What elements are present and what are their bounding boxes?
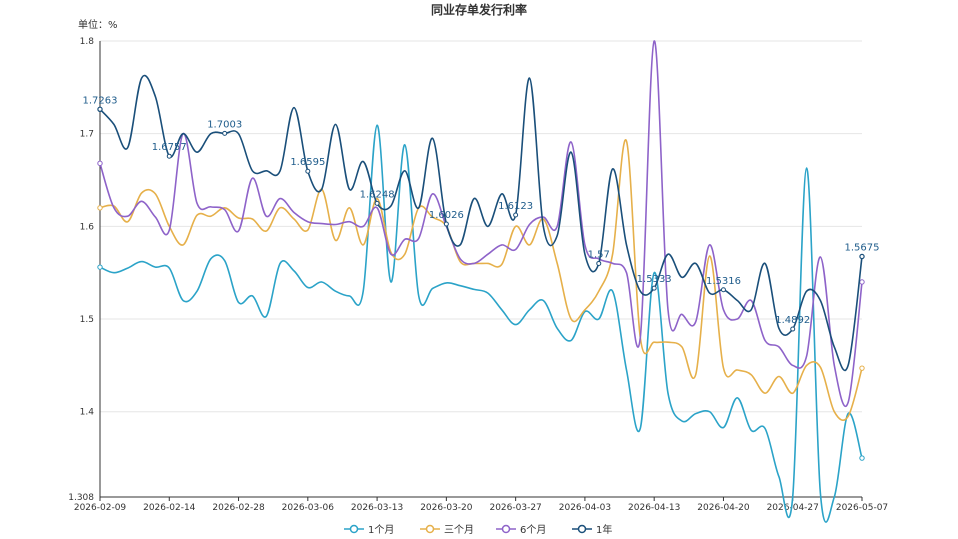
- legend-item[interactable]: 1个月: [344, 524, 394, 536]
- data-label: 1.5675: [845, 242, 880, 253]
- legend-item[interactable]: 1年: [572, 523, 612, 536]
- chart-title: 同业存单发行利率: [431, 2, 527, 17]
- series-point: [859, 455, 865, 461]
- data-label-point: [720, 287, 726, 293]
- series-point: [97, 160, 103, 167]
- series-line-2: [99, 139, 863, 422]
- series-point: [859, 365, 865, 371]
- data-label-point: [374, 200, 380, 206]
- series-line-1: [99, 124, 863, 523]
- legend-label: 1年: [596, 523, 612, 536]
- legend-label: 1个月: [368, 524, 394, 536]
- x-tick-label: 2026-05-07: [836, 503, 888, 513]
- data-label-point: [859, 253, 865, 259]
- x-tick-label: 2026-03-27: [489, 503, 541, 513]
- data-label: 1.7263: [83, 95, 118, 106]
- data-label: 1.6595: [290, 157, 325, 168]
- y-tick-label: 1.7: [80, 130, 94, 140]
- y-tick-label: 1.308: [68, 493, 94, 503]
- legend-label: 6个月: [520, 524, 546, 536]
- series-point: [97, 205, 103, 211]
- unit-label: 单位：%: [78, 18, 118, 31]
- x-tick-label: 2026-04-27: [767, 503, 819, 513]
- data-label: 1.6026: [429, 210, 464, 221]
- data-label-point: [596, 260, 602, 266]
- data-label: 1.4892: [775, 315, 810, 326]
- data-label-point: [651, 285, 657, 291]
- data-label-point: [513, 212, 519, 218]
- data-label: 1.6123: [498, 201, 533, 212]
- data-label-point: [166, 153, 172, 159]
- y-tick-label: 1.4: [80, 408, 95, 418]
- series-point: [859, 279, 865, 285]
- legend-marker-icon: [501, 524, 511, 534]
- data-label-point: [222, 130, 228, 136]
- data-label: 1.7003: [207, 119, 242, 130]
- x-tick-label: 2026-04-03: [559, 503, 611, 513]
- legend-marker-icon: [425, 524, 435, 534]
- grid: [100, 40, 862, 413]
- series-point: [97, 264, 103, 270]
- legend-label: 三个月: [444, 524, 474, 536]
- x-tick-label: 2026-03-20: [420, 503, 473, 513]
- legend-item[interactable]: 三个月: [420, 524, 474, 536]
- legend-marker-icon: [349, 524, 359, 534]
- x-tick-label: 2026-03-06: [282, 503, 335, 513]
- legend-marker-icon: [577, 524, 587, 534]
- data-label: 1.6757: [152, 142, 187, 153]
- x-tick-label: 2026-02-28: [212, 503, 265, 513]
- data-label: 1.5316: [706, 276, 741, 287]
- x-tick-label: 2026-02-09: [74, 503, 127, 513]
- y-tick-label: 1.5: [80, 315, 94, 325]
- x-tick-label: 2026-04-13: [628, 503, 680, 513]
- data-label: 1.5333: [637, 274, 672, 285]
- series-lines: [97, 40, 865, 523]
- y-tick-label: 1.8: [80, 37, 95, 47]
- y-tick-label: 1.6: [80, 222, 95, 232]
- axes: 1.308 1.4 1.5 1.6 1.7 1.8 2026-02-09 2026-02-14…: [68, 37, 888, 513]
- data-label-point: [790, 326, 796, 332]
- data-label: 1.57: [588, 249, 610, 260]
- data-labels: 1.72631.67571.70031.65951.62481.60261.61…: [83, 95, 880, 332]
- legend: 1个月 三个月 6个月 1年: [344, 523, 612, 536]
- data-label-point: [443, 221, 449, 227]
- data-label-point: [305, 168, 311, 174]
- data-label: 1.6248: [360, 189, 395, 200]
- x-tick-label: 2026-03-13: [351, 503, 403, 513]
- series-line-4: [99, 74, 863, 372]
- x-tick-label: 2026-04-20: [697, 503, 750, 513]
- series-line-3: [99, 40, 863, 408]
- data-label-point: [97, 106, 103, 112]
- x-tick-label: 2026-02-14: [143, 503, 196, 513]
- legend-item[interactable]: 6个月: [496, 524, 546, 536]
